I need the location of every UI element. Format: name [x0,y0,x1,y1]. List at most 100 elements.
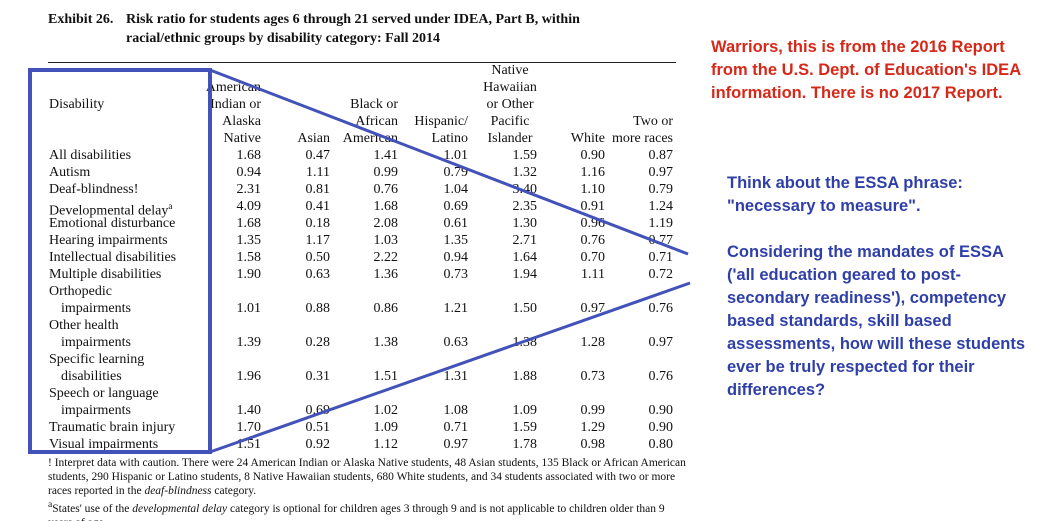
table-cell: 0.71 [443,420,469,435]
table-cell: 0.31 [305,369,331,384]
table-cell: 0.70 [580,250,606,265]
exhibit-title-line2: racial/ethnic groups by disability categ… [126,31,440,46]
table-cell: 0.41 [305,199,331,214]
column-header-line: American [205,80,261,95]
table-cell: 2.35 [512,199,538,214]
column-header-line: or Other [486,97,534,112]
table-cell: 1.68 [373,199,399,214]
exhibit-title-line1: Risk ratio for students ages 6 through 2… [126,12,580,27]
table-cell: 1.68 [236,216,262,231]
table-cell: 0.97 [648,165,674,180]
table-cell: 1.09 [512,403,538,418]
table-cell: 1.40 [236,403,262,418]
table-cell: 2.31 [236,182,262,197]
row-label: Other health impairments [49,318,131,350]
table-cell: 1.16 [580,165,606,180]
table-cell: 0.51 [305,420,331,435]
table-cell: 1.94 [512,267,538,282]
row-header-disability: Disability [49,97,105,112]
table-cell: 1.01 [443,148,469,163]
table-cell: 1.31 [443,369,469,384]
column-header-line: Latino [431,131,468,146]
table-cell: 1.32 [512,165,538,180]
row-label: Autism [49,165,91,180]
row-label: Emotional disturbance [49,216,176,231]
column-header-line: Two or [633,114,673,129]
table-cell: 0.99 [373,165,399,180]
row-label: Hearing impairments [49,233,168,248]
table-cell: 1.59 [512,148,538,163]
table-cell: 1.08 [443,403,469,418]
table-cell: 1.11 [306,165,330,180]
table-cell: 1.17 [305,233,331,248]
table-cell: 0.81 [305,182,331,197]
table-cell: 0.73 [580,369,606,384]
table-cell: 1.12 [373,437,399,452]
table-cell: 2.22 [373,250,399,265]
table-cell: 0.80 [648,437,674,452]
table-cell: 0.79 [648,182,674,197]
table-cell: 1.90 [236,267,262,282]
table-cell: 0.99 [580,403,606,418]
row-label: Multiple disabilities [49,267,162,282]
table-cell: 0.47 [305,148,331,163]
table-cell: 1.88 [512,369,538,384]
table-cell: 1.51 [373,369,399,384]
table-cell: 1.68 [236,148,262,163]
table-cell: 0.18 [305,216,331,231]
risk-ratio-table: Disability American Indian or Alaska Native… [49,63,674,452]
row-label: Specific learning disabilities [49,352,145,384]
row-label: Visual impairments [49,437,159,452]
footnote-caution: ! Interpret data with caution. There wer… [48,457,686,497]
table-cell: 2.71 [512,233,538,248]
table-cell: 0.98 [580,437,606,452]
table-top-rule [48,62,676,63]
table-cell: 1.50 [512,301,538,316]
table-cell: 0.76 [373,182,399,197]
table-cell: 0.86 [373,301,399,316]
table-cell: 0.72 [648,267,674,282]
table-cell: 1.09 [373,420,399,435]
table-cell: 1.28 [580,335,606,350]
table-cell: 0.28 [305,335,331,350]
row-label: Orthopedic impairments [49,284,131,316]
column-header-line: Pacific [490,114,530,129]
table-cell: 1.64 [512,250,538,265]
table-cell: 1.38 [512,335,538,350]
table-cell: 0.88 [305,301,331,316]
red-annotation: Warriors, this is from the 2016 Report f… [711,38,1021,102]
table-cell: 1.30 [512,216,538,231]
table-cell: 1.35 [236,233,262,248]
table-cell: 1.58 [236,250,262,265]
table-cell: 0.61 [443,216,469,231]
table-cell: 1.59 [512,420,538,435]
column-header-two-or-more-races: Two or more races [583,113,673,147]
table-cell: 0.97 [580,301,606,316]
table-cell: 0.77 [648,233,674,248]
row-label: All disabilities [49,148,132,163]
blue-annotation-essa-phrase: Think about the ESSA phrase: "necessary … [727,174,963,215]
table-cell: 0.96 [580,216,606,231]
blue-annotation-question: Considering the mandates of ESSA ('all e… [727,243,1026,399]
table-cell: 1.03 [373,233,399,248]
table-cell: 3.40 [512,182,538,197]
table-cell: 0.90 [648,403,674,418]
column-header-hispanic-latino: Hispanic/Latino [378,113,468,147]
table-cell: 0.94 [236,165,262,180]
column-header-line: Indian or [210,97,261,112]
table-cell: 1.29 [580,420,606,435]
table-cell: 1.04 [443,182,469,197]
table-cell: 0.73 [443,267,469,282]
table-cell: 1.24 [648,199,674,214]
column-header-line: Black or [350,97,398,112]
table-cell: 1.41 [373,148,399,163]
table-cell: 0.76 [648,301,674,316]
table-cell: 1.02 [373,403,399,418]
table-cell: 0.97 [443,437,469,452]
row-label: Traumatic brain injury [49,420,176,435]
table-cell: 0.63 [443,335,469,350]
table-cell: 1.78 [512,437,538,452]
footnote-developmental-delay: aStates' use of the developmental delay … [48,499,665,521]
table-cell: 0.90 [648,420,674,435]
column-header-line: Hispanic/ [414,114,468,129]
